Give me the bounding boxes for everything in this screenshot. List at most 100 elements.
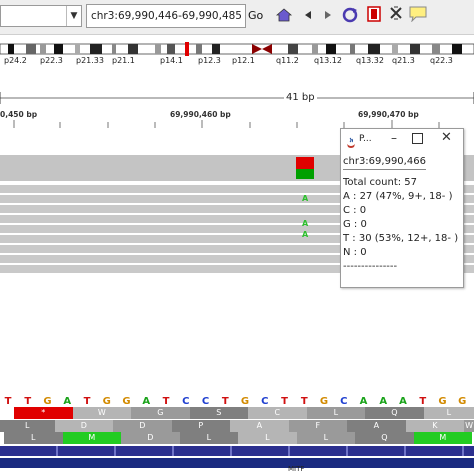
popup-t-count: T : 30 (53%, 12+, 18- ) bbox=[343, 233, 459, 244]
mismatch-base: A bbox=[302, 194, 309, 203]
amino-acid: L bbox=[306, 407, 366, 419]
sequence-base: A bbox=[63, 396, 72, 407]
amino-acid: L bbox=[0, 420, 55, 432]
back-icon[interactable] bbox=[298, 6, 318, 26]
amino-acid: K bbox=[405, 420, 465, 432]
read-row[interactable] bbox=[0, 225, 474, 233]
sequence-base: A bbox=[399, 396, 407, 407]
sequence-base: T bbox=[221, 396, 229, 407]
sequence-base: G bbox=[43, 396, 52, 407]
popup-n-count: N : 0 bbox=[343, 247, 367, 258]
read-row[interactable] bbox=[0, 185, 474, 193]
sequence-base: G bbox=[240, 396, 250, 407]
chromosome-ideogram[interactable]: p24.2 p22.3 p21.33 p21.1 p14.1 p12.3 p12… bbox=[0, 38, 474, 72]
amino-acid: L bbox=[238, 432, 297, 444]
amino-acid: * bbox=[14, 407, 73, 419]
amino-acid: S bbox=[189, 407, 249, 419]
popup-c-count: C : 0 bbox=[343, 205, 367, 216]
amino-acid: W bbox=[72, 407, 132, 419]
span-label: 41 bp bbox=[284, 92, 317, 103]
band-label: q13.32 bbox=[356, 56, 384, 65]
coverage-green-segment[interactable] bbox=[296, 169, 314, 179]
amino-acid: A bbox=[230, 420, 289, 432]
amino-acid: Q bbox=[355, 432, 414, 444]
genome-dropdown[interactable]: ▼ bbox=[0, 5, 82, 27]
amino-acid: D bbox=[113, 420, 172, 432]
sequence-base: G bbox=[122, 396, 131, 407]
close-icon[interactable] bbox=[386, 6, 406, 26]
go-button[interactable]: Go bbox=[248, 9, 264, 22]
read-row[interactable] bbox=[0, 245, 474, 253]
roi-icon[interactable] bbox=[364, 6, 384, 26]
band-label: p12.3 bbox=[198, 56, 221, 65]
sequence-base: C bbox=[201, 396, 210, 407]
popup-title: P... bbox=[359, 134, 372, 144]
sequence-base: T bbox=[300, 396, 308, 407]
sequence-base: G bbox=[438, 396, 447, 407]
band-label: q11.2 bbox=[276, 56, 299, 65]
band-label: q22.3 bbox=[430, 56, 453, 65]
read-row[interactable] bbox=[0, 235, 474, 243]
gene-track[interactable]: MITF bbox=[0, 458, 474, 474]
home-icon[interactable] bbox=[274, 6, 294, 26]
sequence-base: T bbox=[162, 396, 170, 407]
read-row[interactable] bbox=[0, 255, 474, 263]
gene-exon[interactable] bbox=[0, 458, 474, 468]
amino-acid: G bbox=[131, 407, 190, 419]
band-label: p21.33 bbox=[76, 56, 104, 65]
refresh-icon[interactable] bbox=[340, 6, 360, 26]
band-label: p22.3 bbox=[40, 56, 63, 65]
band-label: p21.1 bbox=[112, 56, 135, 65]
popup-locus: chr3:69,990,466 bbox=[343, 155, 426, 170]
popup-titlebar[interactable]: P... – ✕ bbox=[341, 129, 463, 153]
maximize-icon[interactable] bbox=[412, 133, 423, 144]
chevron-down-icon[interactable]: ▼ bbox=[66, 6, 81, 26]
band-label: p12.1 bbox=[232, 56, 255, 65]
read-row[interactable] bbox=[0, 205, 474, 213]
amino-acid: P bbox=[171, 420, 231, 432]
sequence-base: G bbox=[102, 396, 111, 407]
coverage-red-segment[interactable] bbox=[296, 157, 314, 169]
sequence-base: C bbox=[340, 396, 348, 407]
translation-frame-1[interactable]: * W G S C L Q L bbox=[0, 407, 474, 419]
amino-acid: L bbox=[296, 432, 356, 444]
popup-total-count: Total count: 57 bbox=[343, 177, 418, 188]
sequence-base: T bbox=[83, 396, 91, 407]
sequence-base: C bbox=[261, 396, 269, 407]
sequence-base: T bbox=[419, 396, 427, 407]
amino-acid: A bbox=[347, 420, 406, 432]
translation-frame-4 bbox=[0, 446, 474, 456]
amino-acid: W bbox=[464, 420, 474, 432]
popup-g-count: G : 0 bbox=[343, 219, 367, 230]
amino-acid: C bbox=[248, 407, 307, 419]
popup-text-icon[interactable] bbox=[408, 6, 428, 26]
sequence-base: G bbox=[458, 396, 467, 407]
minimize-icon[interactable]: – bbox=[391, 131, 397, 145]
amino-acid: L bbox=[179, 432, 239, 444]
position-ruler[interactable]: 41 bp 0,450 bp 69,990,460 bp 69,990,470 … bbox=[0, 84, 474, 134]
amino-acid: L bbox=[423, 407, 474, 419]
read-row[interactable] bbox=[0, 215, 474, 223]
read-row[interactable] bbox=[0, 195, 474, 203]
forward-icon[interactable] bbox=[318, 6, 338, 26]
close-icon[interactable]: ✕ bbox=[441, 130, 452, 145]
popup-body: chr3:69,990,466 Total count: 57 A : 27 (… bbox=[343, 155, 458, 274]
band-label: p14.1 bbox=[160, 56, 183, 65]
java-icon bbox=[345, 134, 357, 148]
band-label: q13.12 bbox=[314, 56, 342, 65]
amino-acid: M bbox=[413, 432, 473, 444]
amino-acid: M bbox=[62, 432, 122, 444]
amino-acid: D bbox=[121, 432, 180, 444]
toolbar: ▼ Go bbox=[0, 0, 474, 35]
mismatch-base: A bbox=[302, 219, 309, 228]
popup-window[interactable]: P... – ✕ chr3:69,990,466 Total count: 57… bbox=[340, 128, 464, 288]
read-row[interactable] bbox=[0, 265, 474, 273]
sequence-base: A bbox=[359, 396, 368, 407]
position-label: 0,450 bp bbox=[0, 110, 38, 119]
locus-search-input[interactable] bbox=[86, 4, 246, 28]
sequence-base: G bbox=[319, 396, 329, 407]
band-label: p24.2 bbox=[4, 56, 27, 65]
